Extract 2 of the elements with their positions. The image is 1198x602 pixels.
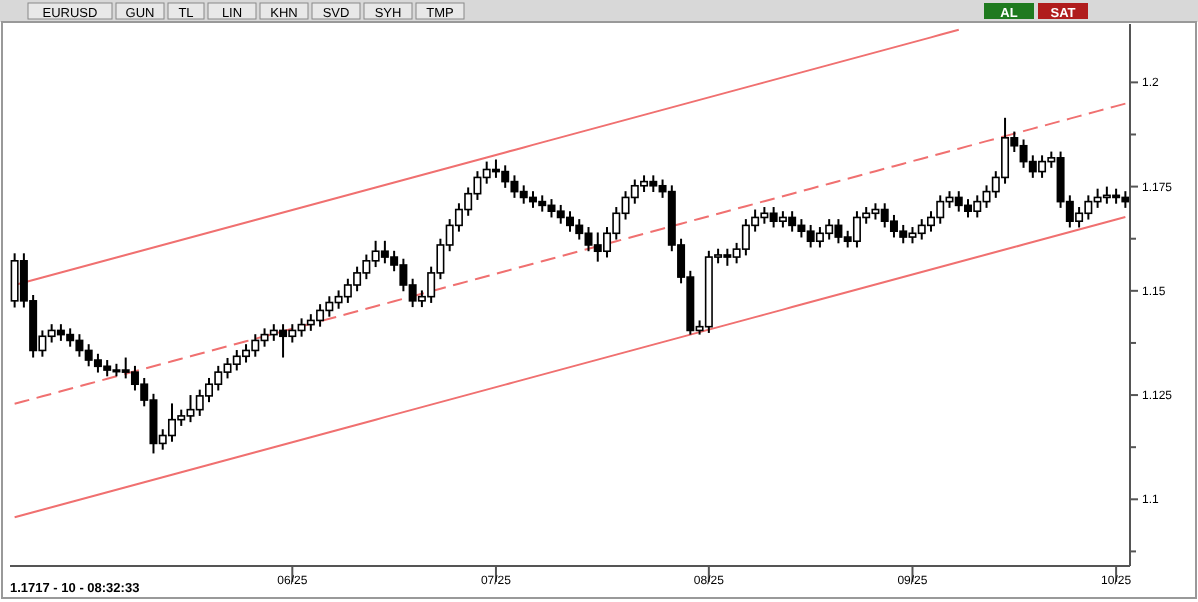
line-series	[13, 102, 1127, 405]
line-series	[13, 216, 1127, 519]
